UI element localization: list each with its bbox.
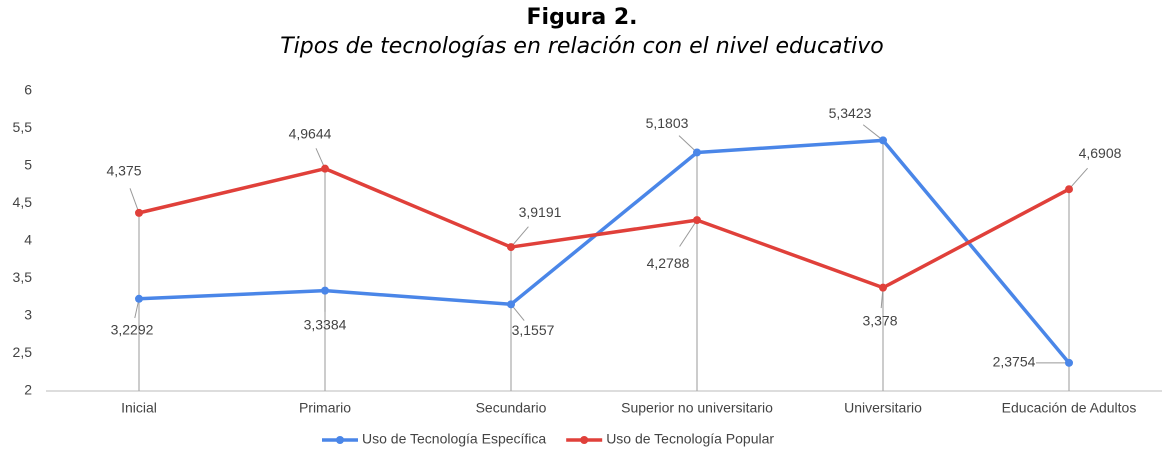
leader-line: [679, 219, 698, 247]
y-tick-label: 4: [24, 232, 32, 248]
data-label: 2,3754: [993, 354, 1036, 370]
series-line: [138, 166, 1070, 290]
point: [507, 243, 515, 252]
point: [135, 294, 143, 303]
legend-label: Uso de Tecnología Popular: [606, 431, 774, 447]
data-label: 5,3423: [829, 105, 872, 121]
data-label: 3,9191: [519, 204, 562, 220]
leader-line: [129, 188, 140, 214]
data-label: 4,9644: [289, 125, 332, 141]
data-label: 5,1803: [646, 115, 689, 131]
x-tick-label: Primario: [299, 400, 351, 416]
series-line: [138, 138, 1071, 364]
chart-subtitle: Tipos de tecnologías en relación con el …: [280, 34, 884, 59]
leader-line: [1068, 167, 1088, 190]
y-tick-label: 4,5: [13, 194, 33, 210]
legend-marker: [336, 436, 344, 444]
y-tick-label: 6: [24, 82, 32, 98]
y-tick-label: 3,5: [13, 269, 33, 285]
point: [879, 136, 887, 145]
y-tick-label: 2: [24, 382, 32, 398]
data-label: 3,378: [862, 312, 897, 328]
data-label: 4,375: [106, 163, 141, 179]
y-tick-label: 5: [24, 157, 32, 173]
leader-line: [510, 226, 529, 248]
point: [321, 286, 329, 295]
leader-line: [678, 135, 698, 153]
data-label: 4,6908: [1079, 145, 1122, 161]
data-label: 3,1557: [512, 322, 555, 338]
data-label: 3,2292: [111, 322, 154, 338]
point: [1065, 185, 1073, 194]
point: [1065, 358, 1073, 367]
x-tick-label: Universitario: [844, 400, 922, 416]
x-tick-label: Secundario: [476, 400, 547, 416]
point: [879, 283, 887, 292]
x-tick-label: Inicial: [121, 400, 157, 416]
x-tick-label: Superior no universitario: [621, 400, 773, 416]
y-tick-label: 5,5: [13, 119, 33, 135]
leader-line: [862, 124, 884, 141]
point: [507, 300, 515, 309]
y-tick-label: 3: [24, 307, 32, 323]
point: [135, 208, 143, 217]
x-tick-label: Educación de Adultos: [1002, 400, 1137, 416]
point: [693, 216, 701, 225]
legend-marker: [580, 436, 589, 444]
data-label: 4,2788: [647, 255, 690, 271]
chart-title: Figura 2.: [527, 5, 638, 30]
legend-label: Uso de Tecnología Específica: [362, 431, 546, 447]
point: [693, 148, 701, 157]
data-label: 3,3384: [304, 316, 347, 332]
y-tick-label: 2,5: [13, 344, 33, 360]
point: [321, 164, 329, 173]
